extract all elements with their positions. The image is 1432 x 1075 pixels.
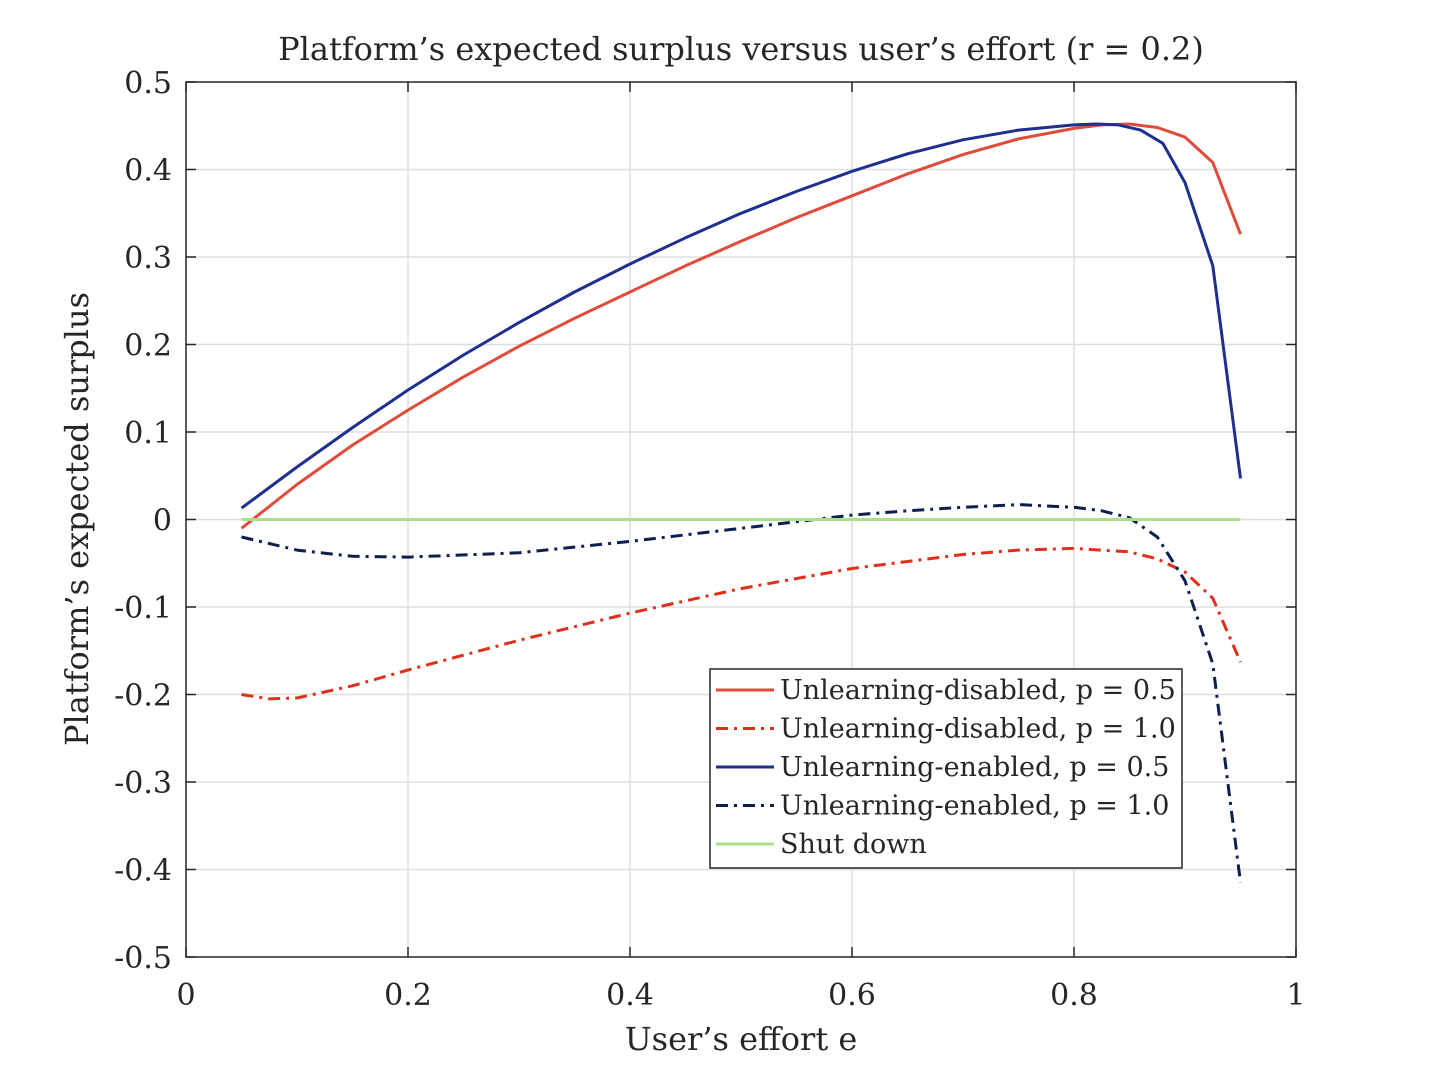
y-tick-label: -0.4 xyxy=(114,854,172,889)
legend-label-3: Unlearning-enabled, p = 0.5 xyxy=(780,752,1169,783)
series-line-4 xyxy=(241,503,1242,883)
legend-label-1: Unlearning-disabled, p = 0.5 xyxy=(780,675,1176,706)
y-tick-label: 0.1 xyxy=(124,416,172,451)
series-lines xyxy=(240,122,1242,883)
x-tick-label: 0.2 xyxy=(384,978,432,1013)
series-line-1 xyxy=(240,122,1242,530)
legend-label-4: Unlearning-enabled, p = 1.0 xyxy=(780,791,1169,822)
y-tick-label: -0.5 xyxy=(114,941,172,976)
legend: Unlearning-disabled, p = 0.5 Unlearning-d… xyxy=(709,668,1183,869)
axis-ticks: 0 0.2 0.4 0.6 0.8 1 -0.5 -0.4 -0.3 -0.2 -0.1 0 0.1 0.… xyxy=(114,66,1305,1013)
x-tick-label: 0.6 xyxy=(828,978,876,1013)
x-tick-label: 0 xyxy=(176,978,195,1013)
x-tick-label: 1 xyxy=(1286,978,1305,1013)
x-tick-label: 0.8 xyxy=(1050,978,1098,1013)
chart-title: Platform’s expected surplus versus user’… xyxy=(278,30,1204,68)
y-tick-label: 0.2 xyxy=(124,329,172,364)
legend-label-5: Shut down xyxy=(780,829,927,860)
x-tick-label: 0.4 xyxy=(606,978,654,1013)
y-tick-label: 0.4 xyxy=(124,154,172,189)
y-tick-label: -0.2 xyxy=(114,679,172,714)
y-tick-label: -0.1 xyxy=(114,591,172,626)
legend-box xyxy=(709,668,1183,869)
x-axis-title: User’s effort e xyxy=(625,1020,858,1058)
legend-label-2: Unlearning-disabled, p = 1.0 xyxy=(780,714,1176,745)
y-tick-label: 0.3 xyxy=(124,241,172,276)
series-line-3 xyxy=(240,122,1242,510)
y-tick-label: -0.3 xyxy=(114,766,172,801)
y-tick-label: 0.5 xyxy=(124,66,172,101)
y-axis-title: Platform’s expected surplus xyxy=(58,292,96,746)
series-line-2 xyxy=(241,546,1242,701)
y-tick-label: 0 xyxy=(153,504,172,539)
